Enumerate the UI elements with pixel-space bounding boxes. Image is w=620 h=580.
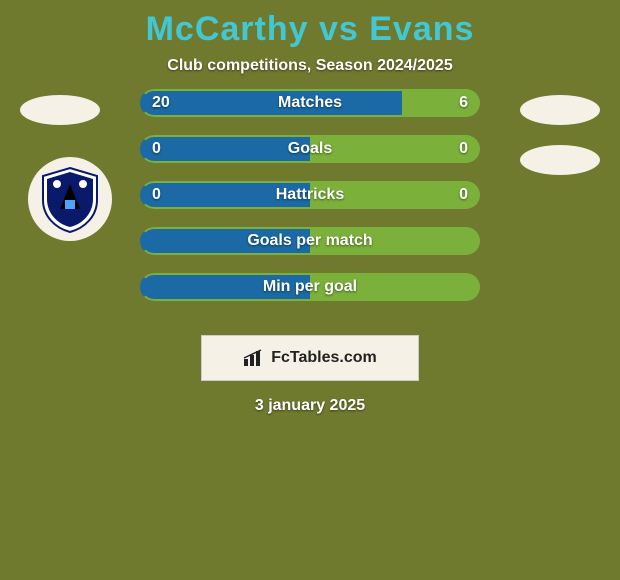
bar-value-left: 0 xyxy=(152,186,161,204)
player-right-avatar-2 xyxy=(520,145,600,175)
comparison-card: McCarthy vs Evans Club competitions, Sea… xyxy=(0,0,620,580)
date-label: 3 january 2025 xyxy=(0,397,620,415)
stat-bar: Hattricks0 0 xyxy=(140,181,480,209)
stat-bar: Matches20 6 xyxy=(140,89,480,117)
bar-value-right: 6 xyxy=(459,94,468,112)
club-crest xyxy=(28,157,112,241)
stat-bar: Goals0 0 xyxy=(140,135,480,163)
player-left-avatar xyxy=(20,95,100,125)
stat-bar: Goals per match xyxy=(140,227,480,255)
bar-label: Matches xyxy=(140,94,480,112)
bar-value-left: 0 xyxy=(152,140,161,158)
bar-label: Goals per match xyxy=(140,232,480,250)
bar-value-right: 0 xyxy=(459,140,468,158)
bars-container: Matches206Goals00Hattricks00Goals per ma… xyxy=(140,89,480,319)
bar-label: Goals xyxy=(140,140,480,158)
bar-label: Hattricks xyxy=(140,186,480,204)
subtitle: Club competitions, Season 2024/2025 xyxy=(0,57,620,75)
shield-icon xyxy=(35,164,105,234)
stat-bar: Min per goal xyxy=(140,273,480,301)
bar-value-right: 0 xyxy=(459,186,468,204)
watermark: FcTables.com xyxy=(201,335,419,381)
player-right-avatar-1 xyxy=(520,95,600,125)
bars-icon xyxy=(243,349,265,367)
watermark-text: FcTables.com xyxy=(271,349,377,367)
bar-label: Min per goal xyxy=(140,278,480,296)
chart-area: Matches206Goals00Hattricks00Goals per ma… xyxy=(0,105,620,325)
bar-value-left: 20 xyxy=(152,94,170,112)
page-title: McCarthy vs Evans xyxy=(0,0,620,49)
